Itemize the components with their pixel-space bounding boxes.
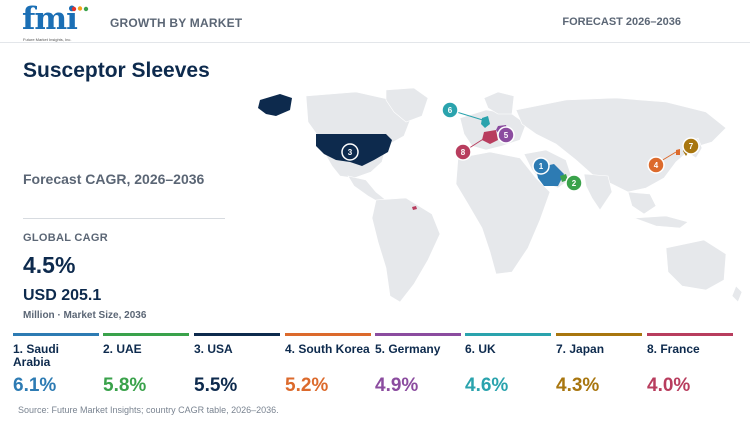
global-cagr-label: GLOBAL CAGR — [23, 232, 108, 244]
world-map: 1 2 3 4 5 6 7 8 — [258, 88, 743, 303]
country-color-bar — [375, 333, 461, 336]
map-marker-2[interactable]: 2 — [565, 174, 583, 192]
country-name: 7. Japan — [556, 342, 605, 356]
map-marker-1[interactable]: 1 — [532, 157, 550, 175]
map-marker-7[interactable]: 7 — [682, 137, 700, 155]
page-title: Susceptor Sleeves — [23, 59, 210, 82]
map-marker-5[interactable]: 5 — [497, 126, 515, 144]
svg-text:2: 2 — [572, 179, 577, 188]
country-cagr: 6.1% — [13, 375, 57, 396]
country-card-south-korea[interactable]: 4. South Korea 5.2% — [285, 333, 371, 396]
country-color-bar — [465, 333, 551, 336]
country-color-bar — [556, 333, 642, 336]
country-card-usa[interactable]: 3. USA 5.5% — [194, 333, 280, 396]
country-name: 1. Saudi Arabia — [13, 342, 60, 369]
market-size-caption: Million · Market Size, 2036 — [23, 310, 147, 321]
country-color-bar — [194, 333, 280, 336]
map-region-usa-alaska — [258, 94, 292, 116]
country-card-japan[interactable]: 7. Japan 4.3% — [556, 333, 642, 396]
country-card-saudi-arabia[interactable]: 1. Saudi Arabia 6.1% — [13, 333, 99, 396]
svg-text:5: 5 — [504, 131, 509, 140]
country-name: 6. UK — [465, 342, 496, 356]
header-bar: fmi Future Market Insights, Inc. GROWTH … — [0, 0, 750, 43]
country-cagr: 4.0% — [647, 375, 691, 396]
country-cagr: 5.5% — [194, 375, 238, 396]
country-card-uae[interactable]: 2. UAE 5.8% — [103, 333, 189, 396]
country-name: 3. USA — [194, 342, 233, 356]
source-note: Source: Future Market Insights; country … — [18, 405, 279, 415]
country-color-bar — [285, 333, 371, 336]
logo-wordmark: fmi — [22, 1, 78, 37]
map-markers: 1 2 3 4 5 6 7 8 — [341, 101, 700, 192]
country-name: 8. France — [647, 342, 700, 356]
svg-text:1: 1 — [539, 162, 544, 171]
company-logo[interactable]: fmi Future Market Insights, Inc. — [22, 2, 92, 42]
country-card-germany[interactable]: 5. Germany 4.9% — [375, 333, 461, 396]
map-landmass — [305, 88, 743, 303]
header-section-label: GROWTH BY MARKET — [110, 16, 243, 30]
country-name: 5. Germany — [375, 342, 441, 356]
country-cagr: 5.2% — [285, 375, 329, 396]
market-size-value: USD 205.1 — [23, 287, 102, 304]
header-forecast-label: FORECAST 2026–2036 — [562, 16, 681, 28]
country-color-bar — [103, 333, 189, 336]
country-card-france[interactable]: 8. France 4.0% — [647, 333, 733, 396]
country-cagr: 4.9% — [375, 375, 419, 396]
map-marker-6[interactable]: 6 — [441, 101, 459, 119]
country-cagr: 4.3% — [556, 375, 600, 396]
forecast-cagr-label: Forecast CAGR, 2026–2036 — [23, 171, 205, 187]
country-cagr: 5.8% — [103, 375, 147, 396]
map-region-caribbean — [412, 206, 417, 210]
global-cagr-value: 4.5% — [23, 252, 76, 278]
svg-text:7: 7 — [689, 142, 694, 151]
map-marker-8[interactable]: 8 — [454, 143, 472, 161]
country-color-bar — [647, 333, 733, 336]
map-region-uk[interactable] — [481, 116, 490, 128]
country-cagr: 4.6% — [465, 375, 509, 396]
svg-text:6: 6 — [448, 106, 453, 115]
map-region-france[interactable] — [482, 130, 498, 144]
logo-tagline: Future Market Insights, Inc. — [23, 37, 72, 42]
country-name: 2. UAE — [103, 342, 142, 356]
map-marker-4[interactable]: 4 — [647, 156, 665, 174]
map-marker-3[interactable]: 3 — [341, 143, 359, 161]
logo-people-icon — [71, 6, 89, 12]
country-card-uk[interactable]: 6. UK 4.6% — [465, 333, 551, 396]
country-name: 4. South Korea — [285, 342, 370, 356]
map-region-south-korea[interactable] — [676, 149, 680, 155]
svg-text:8: 8 — [461, 148, 466, 157]
country-color-bar — [13, 333, 99, 336]
svg-text:4: 4 — [654, 161, 659, 170]
svg-text:3: 3 — [348, 148, 353, 157]
summary-divider — [23, 218, 225, 219]
